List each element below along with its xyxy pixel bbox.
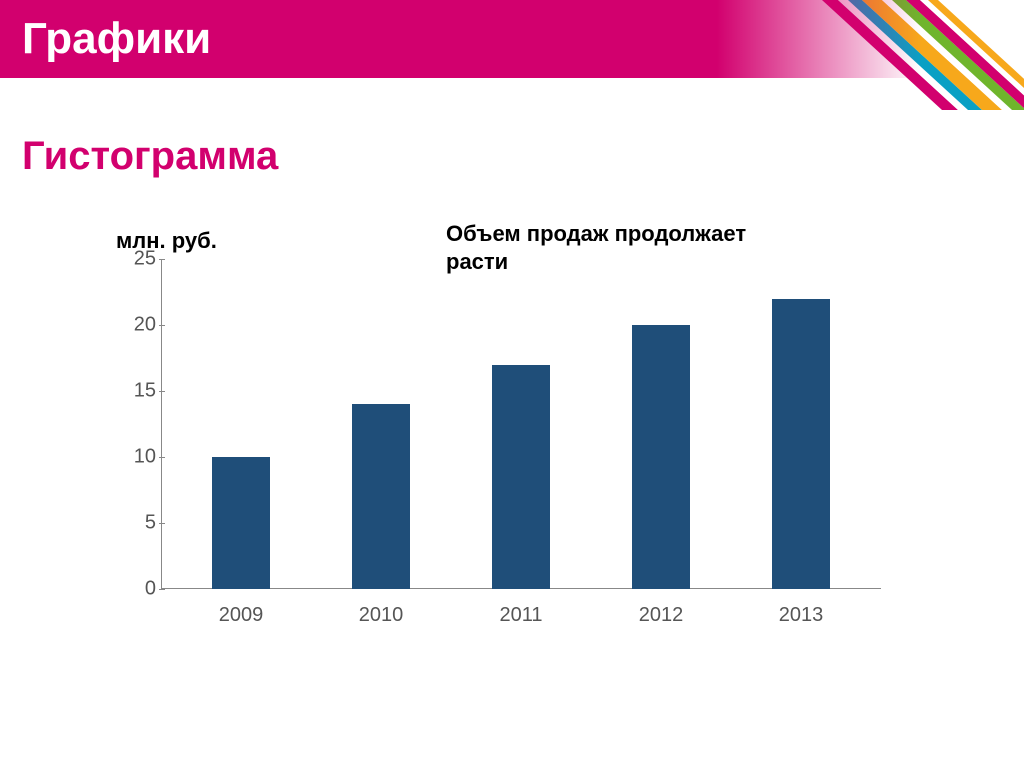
bar-slot: [171, 259, 311, 589]
x-tick-label: 2011: [451, 594, 591, 627]
bar: [212, 457, 270, 589]
x-tick-label: 2013: [731, 594, 871, 627]
y-tick-label: 5: [116, 512, 156, 535]
bar: [492, 365, 550, 589]
bar-chart: млн. руб. Объем продаж продолжает расти …: [96, 224, 904, 644]
bar-slot: [731, 259, 871, 589]
x-tick-label: 2009: [171, 594, 311, 627]
x-tick-label: 2012: [591, 594, 731, 627]
bar-slot: [311, 259, 451, 589]
bar-slot: [591, 259, 731, 589]
bar: [352, 404, 410, 589]
y-axis-ticks: 0510152025: [116, 259, 156, 589]
plot-area: [161, 259, 881, 589]
x-axis-labels: 20092010201120122013: [161, 594, 881, 627]
y-tick-label: 20: [116, 314, 156, 337]
y-tick-label: 10: [116, 446, 156, 469]
header-banner: Графики: [0, 0, 1024, 78]
y-tick-label: 0: [116, 578, 156, 601]
y-tick-label: 25: [116, 248, 156, 271]
slide-subtitle: Гистограмма: [22, 134, 1024, 179]
bars-container: [161, 259, 881, 589]
y-tick-label: 15: [116, 380, 156, 403]
x-tick-label: 2010: [311, 594, 451, 627]
bar: [772, 299, 830, 589]
bar: [632, 325, 690, 589]
bar-slot: [451, 259, 591, 589]
page-title: Графики: [0, 14, 211, 64]
